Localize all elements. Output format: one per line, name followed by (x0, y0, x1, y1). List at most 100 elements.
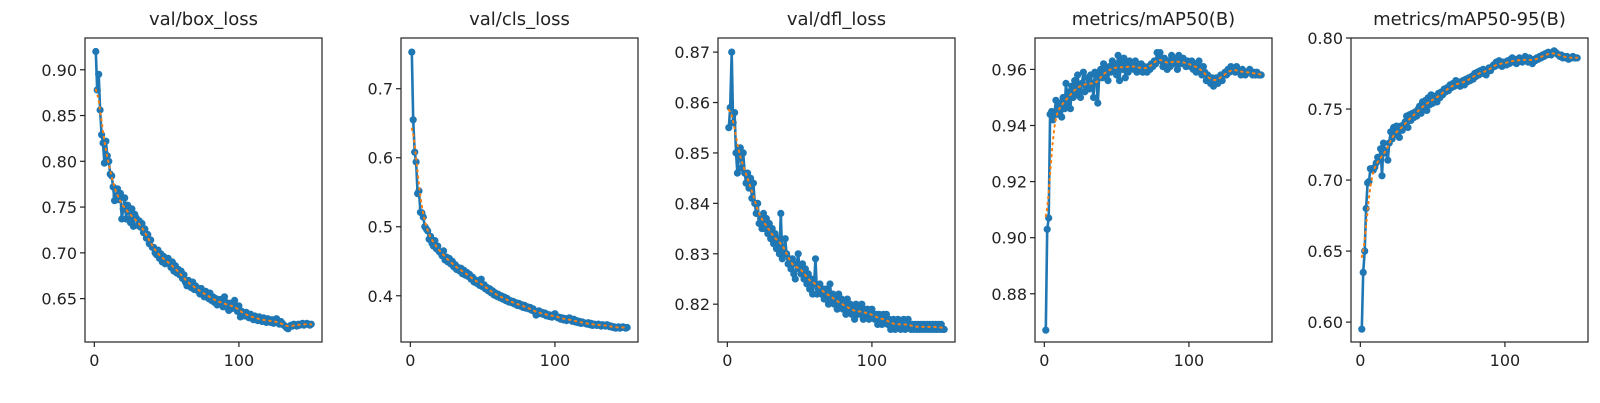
subplot-3: val/dfl_loss 0 100 0.82 0.83 0.84 0.85 0.86 0.87 (674, 9, 956, 370)
y-tick-label: 0.7 (368, 80, 393, 99)
subplot-title: val/box_loss (149, 9, 258, 30)
data-point (1114, 51, 1122, 60)
y-tick-label: 0.65 (1307, 242, 1343, 261)
y-tick-label: 0.87 (674, 43, 710, 62)
subplot-title: val/dfl_loss (787, 9, 886, 30)
x-tick-label: 100 (857, 351, 888, 370)
y-tick-label: 0.6 (368, 149, 393, 168)
y-tick-label: 0.75 (1307, 100, 1343, 119)
data-point (777, 209, 785, 217)
data-point (1378, 172, 1386, 180)
subplot-1: val/box_loss 0 100 0.65 0.70 0.75 0.80 0.85 0.90 (41, 9, 323, 370)
data-point (128, 205, 136, 213)
data-point (1089, 93, 1098, 102)
smooth-line (1360, 52, 1579, 258)
data-point (1049, 116, 1057, 124)
data-point (1173, 65, 1181, 73)
data-point (826, 280, 834, 288)
smooth-line (1044, 59, 1263, 218)
smooth-line (410, 127, 629, 329)
y-tick-label: 0.88 (991, 285, 1027, 304)
data-point (1094, 99, 1102, 107)
x-tick-label: 100 (1490, 351, 1521, 370)
subplot-title: val/cls_loss (469, 9, 570, 30)
y-tick-label: 0.90 (991, 229, 1027, 248)
data-point (1092, 77, 1100, 85)
data-point (788, 255, 797, 263)
data-point (623, 323, 631, 332)
y-tick-label: 0.85 (674, 144, 710, 163)
data-point (93, 86, 101, 94)
data-point (1076, 93, 1085, 102)
data-point (1257, 71, 1265, 79)
data-point (231, 296, 239, 304)
axes-frame (1034, 37, 1273, 343)
data-point (1058, 113, 1066, 121)
data-point (1113, 71, 1121, 79)
data-point (731, 109, 739, 117)
y-tick-label: 0.70 (1307, 171, 1343, 190)
data-point (1131, 57, 1139, 65)
x-tick-label: 0 (722, 351, 732, 370)
x-tick-label: 100 (1174, 351, 1205, 370)
x-tick-label: 100 (540, 351, 571, 370)
data-point (1042, 326, 1050, 334)
data-point (749, 179, 758, 187)
axes-frame (400, 37, 639, 343)
subplot-5: metrics/mAP50-95(B) 0 100 0.60 0.65 0.70 0.75 0… (1307, 9, 1589, 370)
data-point (95, 70, 103, 78)
data-point (1063, 99, 1072, 107)
y-tick-label: 0.4 (368, 287, 393, 306)
data-point (477, 275, 485, 283)
data-point (1395, 133, 1403, 141)
data-point (1062, 79, 1070, 87)
data-point (108, 172, 116, 180)
data-point (752, 209, 760, 217)
y-tick-label: 0.5 (368, 218, 393, 237)
data-point (1404, 123, 1412, 132)
y-tick-label: 0.96 (991, 60, 1027, 79)
results-line (727, 50, 945, 331)
data-point (1115, 77, 1124, 85)
data-point (96, 106, 104, 114)
data-point (1045, 214, 1053, 222)
y-tick-label: 0.65 (41, 290, 77, 309)
data-point (1079, 68, 1087, 76)
data-point (434, 242, 442, 250)
x-tick-label: 100 (224, 351, 255, 370)
data-point (739, 149, 747, 157)
data-point (1401, 118, 1409, 126)
data-point (733, 169, 742, 177)
y-tick-label: 0.85 (41, 107, 77, 126)
x-tick-label: 0 (405, 351, 415, 370)
subplot-title: metrics/mAP50(B) (1072, 9, 1235, 30)
data-point (412, 158, 420, 166)
subplot-title: metrics/mAP50-95(B) (1373, 9, 1566, 30)
data-point (1101, 71, 1109, 79)
results-line (410, 52, 628, 330)
data-point (1121, 74, 1129, 82)
data-point (220, 293, 229, 301)
data-point (1075, 85, 1083, 93)
data-point (1100, 60, 1108, 68)
smooth-line (94, 88, 313, 328)
y-tick-label: 0.92 (991, 173, 1027, 192)
data-point (1085, 85, 1093, 93)
data-point (1384, 156, 1392, 164)
data-point (180, 271, 188, 279)
data-point (1423, 106, 1431, 114)
data-point (144, 230, 152, 239)
data-point (408, 48, 416, 56)
data-point (1043, 225, 1051, 233)
y-tick-label: 0.70 (41, 244, 77, 263)
data-point (1120, 54, 1128, 62)
data-point (728, 48, 736, 56)
data-point (1071, 77, 1079, 85)
data-point (1104, 77, 1112, 85)
data-point (1156, 49, 1164, 57)
axes-frame (84, 37, 323, 343)
data-point (92, 47, 100, 56)
subplot-2: val/cls_loss 0 100 0.4 0.5 0.6 0.7 (368, 9, 639, 370)
data-point (794, 250, 802, 258)
